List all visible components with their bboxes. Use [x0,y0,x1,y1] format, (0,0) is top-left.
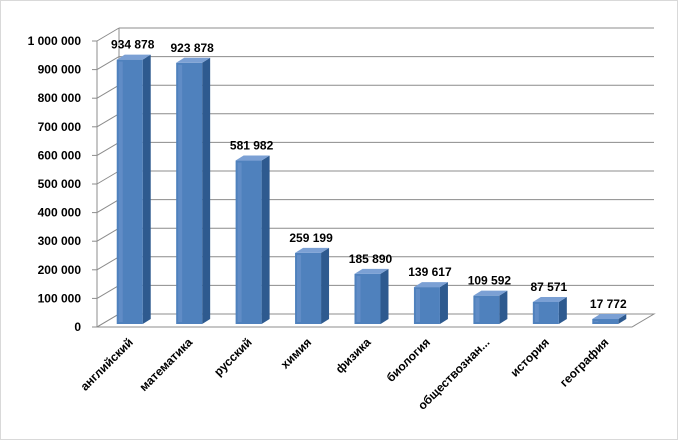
bar-group [592,314,627,324]
bar-group [473,290,508,324]
y-tick-label: 100 000 [38,291,82,305]
bar-side [439,282,448,324]
bar-group [413,282,448,324]
bar-top [473,290,508,296]
bar [592,319,619,324]
data-label: 581 982 [230,139,274,153]
y-tick-label: 800 000 [38,91,82,105]
bar-group [532,296,567,324]
bar-side [202,57,211,324]
bar-side [618,314,627,324]
bar-top [116,54,151,60]
data-label: 259 199 [289,231,333,245]
side-wall-gridline [96,170,120,185]
data-label: 185 890 [349,252,393,266]
bar-side [558,296,567,324]
bar-highlight [237,162,242,322]
side-wall-gridline [96,227,120,242]
data-label: 109 592 [468,274,512,288]
side-wall-gridline [96,56,120,71]
y-tick-label: 200 000 [38,263,82,277]
y-tick-label: 400 000 [38,206,82,220]
bar-top [532,296,567,302]
bar-top [235,155,270,161]
y-tick-label: 700 000 [38,120,82,134]
data-label: 87 571 [530,280,567,294]
bar-highlight [534,303,539,322]
bar-group [295,247,330,324]
y-tick-label: 300 000 [38,234,82,248]
bar-side [142,54,151,325]
bar-top [295,247,330,253]
side-wall-gridline [96,84,120,99]
bar-top [413,282,448,288]
bar-side [321,247,330,324]
bar-group [176,57,211,324]
bars [116,54,627,325]
bar-highlight [356,275,361,322]
side-wall-gridline [96,113,120,128]
bar-top [592,314,627,319]
y-tick-label: 1 000 000 [28,34,82,48]
data-label: 17 772 [590,297,627,311]
bar-top [354,268,389,274]
bar-group [116,54,151,325]
bar [532,301,559,324]
data-label: 923 878 [170,41,214,55]
bar-highlight [475,297,480,322]
side-wall-gridline [96,256,120,271]
chart-floor [95,313,656,328]
y-tick-label: 500 000 [38,177,82,191]
side-wall-gridline [96,27,120,42]
bar-highlight [415,289,420,322]
bar-highlight [594,321,599,322]
bar-highlight [178,64,183,323]
bar-top [176,57,211,63]
y-tick-label: 0 [74,320,81,334]
bar-side [380,268,389,324]
data-label: 139 617 [408,265,452,279]
bar-highlight [297,254,302,322]
y-tick-label: 600 000 [38,148,82,162]
bar-group [235,155,270,324]
data-labels: 934 878 923 878 581 982 259 199 185 890 139 6… [111,38,627,311]
side-wall-gridline [96,284,120,299]
data-label: 934 878 [111,38,155,52]
y-tick-label: 900 000 [38,63,82,77]
y-axis-tick-labels: 0 100 000 200 000 300 000 400 000 500 000 600 … [28,34,82,334]
side-wall-gridline [96,141,120,156]
side-wall-gridline [96,199,120,214]
bar-side [261,155,270,324]
bar-side [499,290,508,324]
bar-group [354,268,389,324]
bar-highlight [118,61,123,323]
